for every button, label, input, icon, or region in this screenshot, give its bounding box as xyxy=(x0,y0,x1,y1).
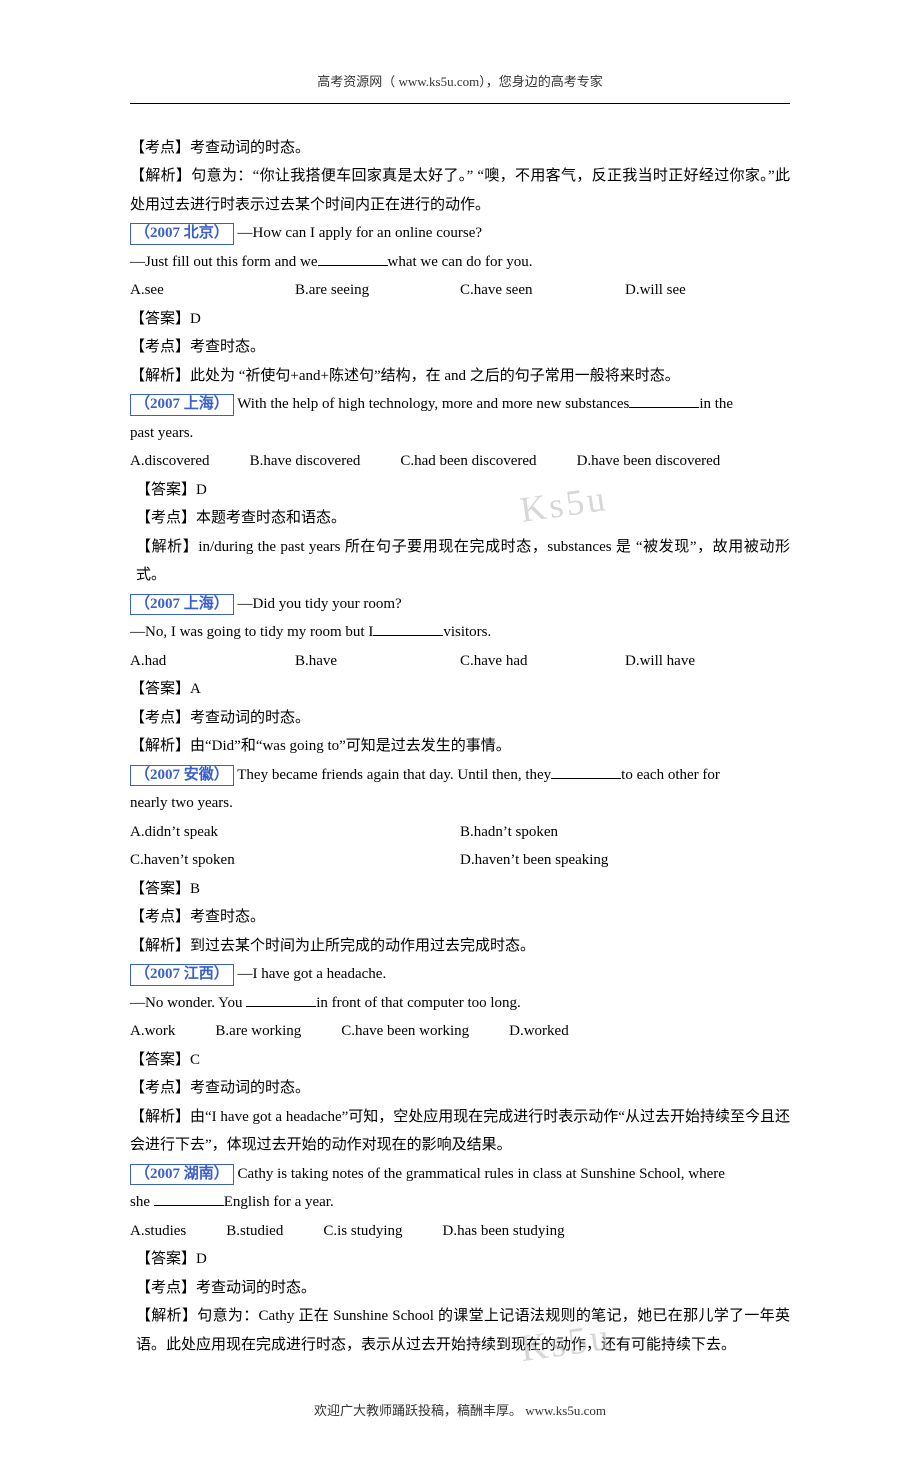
stem-text: —Did you tidy your room? xyxy=(238,596,402,612)
stem-text: Cathy is taking notes of the grammatical… xyxy=(238,1166,725,1182)
jx: 【解析】此处为 “祈使句+and+陈述句”结构，在 and 之后的句子常用一般将… xyxy=(130,362,790,391)
answer: 【答案】C xyxy=(130,1046,790,1075)
choice: D.has been studying xyxy=(443,1217,605,1246)
stem-text: what we can do for you. xyxy=(388,254,533,270)
choices: A.see B.are seeing C.have seen D.will se… xyxy=(130,276,790,305)
page-header: 高考资源网（ www.ks5u.com），您身边的高考专家 xyxy=(130,70,790,95)
q-stem: （2007 上海） With the help of high technolo… xyxy=(130,390,790,419)
choice: D.will see xyxy=(625,276,790,305)
stem-text: —I have got a headache. xyxy=(238,966,387,982)
answer: 【答案】D xyxy=(130,476,790,505)
year-tag: （2007 湖南） xyxy=(130,1164,234,1186)
q-stem-tail: nearly two years. xyxy=(130,789,790,818)
stem-text: —No, I was going to tidy my room but I xyxy=(130,624,373,640)
stem-text: With the help of high technology, more a… xyxy=(237,396,629,412)
choice: C.have seen xyxy=(460,276,625,305)
stem-text: —How can I apply for an online course? xyxy=(238,225,483,241)
answer: 【答案】A xyxy=(130,675,790,704)
choices: A.had B.have C.have had D.will have xyxy=(130,647,790,676)
stem-text: visitors. xyxy=(443,624,491,640)
q-stem: （2007 北京） —How can I apply for an online… xyxy=(130,219,790,248)
choice: B.are working xyxy=(215,1017,341,1046)
q-stem: （2007 湖南） Cathy is taking notes of the g… xyxy=(130,1160,790,1189)
q-stem: （2007 江西） —I have got a headache. xyxy=(130,960,790,989)
stem-text: —No wonder. You xyxy=(130,995,246,1011)
choice: C.had been discovered xyxy=(400,447,576,476)
choice: D.worked xyxy=(509,1017,609,1046)
blank xyxy=(154,1193,224,1207)
kd: 【考点】考查动词的时态。 xyxy=(130,1074,790,1103)
choice: A.didn’t speak xyxy=(130,818,460,847)
answer: 【答案】B xyxy=(130,875,790,904)
year-tag: （2007 北京） xyxy=(130,223,234,245)
choice: C.haven’t spoken xyxy=(130,846,460,875)
choices: A.discovered B.have discovered C.had bee… xyxy=(130,447,790,476)
jx: 【解析】由“Did”和“was going to”可知是过去发生的事情。 xyxy=(130,732,790,761)
choice: B.hadn’t spoken xyxy=(460,818,790,847)
kd: 【考点】考查动词的时态。 xyxy=(130,704,790,733)
stem-text: —Just fill out this form and we xyxy=(130,254,318,270)
choices: A.didn’t speak B.hadn’t spoken C.haven’t… xyxy=(130,818,790,875)
answer: 【答案】D xyxy=(130,1245,790,1274)
q-stem-tail: past years. xyxy=(130,419,790,448)
year-tag: （2007 上海） xyxy=(130,594,234,616)
choice: A.see xyxy=(130,276,295,305)
blank xyxy=(629,395,699,409)
blank xyxy=(318,252,388,266)
choices: A.work B.are working C.have been working… xyxy=(130,1017,790,1046)
blank xyxy=(551,765,621,779)
q-stem2: —No wonder. You in front of that compute… xyxy=(130,989,790,1018)
choice: B.are seeing xyxy=(295,276,460,305)
intro-jx: 【解析】句意为：“你让我搭便车回家真是太好了。” “噢，不用客气，反正我当时正好… xyxy=(130,162,790,219)
stem-text: English for a year. xyxy=(224,1194,334,1210)
choice: D.will have xyxy=(625,647,790,676)
choice: C.have had xyxy=(460,647,625,676)
blank xyxy=(246,993,316,1007)
kd: 【考点】考查时态。 xyxy=(130,903,790,932)
choice: A.work xyxy=(130,1017,215,1046)
q-stem: （2007 上海） —Did you tidy your room? xyxy=(130,590,790,619)
choice: A.studies xyxy=(130,1217,226,1246)
choice: B.have xyxy=(295,647,460,676)
kd: 【考点】考查时态。 xyxy=(130,333,790,362)
stem-text: in front of that computer too long. xyxy=(316,995,521,1011)
stem-text: she xyxy=(130,1194,154,1210)
stem-text: in the xyxy=(699,396,733,412)
choice: C.is studying xyxy=(323,1217,442,1246)
blank xyxy=(373,623,443,637)
choice: D.have been discovered xyxy=(577,447,761,476)
intro-kd: 【考点】考查动词的时态。 xyxy=(130,134,790,163)
year-tag: （2007 江西） xyxy=(130,964,234,986)
choice: B.have discovered xyxy=(250,447,401,476)
answer: 【答案】D xyxy=(130,305,790,334)
choice: D.haven’t been speaking xyxy=(460,846,790,875)
page-footer: 欢迎广大教师踊跃投稿，稿酬丰厚。 www.ks5u.com xyxy=(130,1399,790,1424)
header-rule xyxy=(130,103,790,104)
choice: B.studied xyxy=(226,1217,323,1246)
stem-text: to each other for xyxy=(621,767,720,783)
q-stem2: she English for a year. xyxy=(130,1188,790,1217)
q-stem2: —Just fill out this form and we what we c… xyxy=(130,248,790,277)
q-stem2: —No, I was going to tidy my room but I vi… xyxy=(130,618,790,647)
jx: 【解析】句意为：Cathy 正在 Sunshine School 的课堂上记语法… xyxy=(130,1302,790,1359)
kd: 【考点】本题考查时态和语态。 xyxy=(130,504,790,533)
stem-text: They became friends again that day. Unti… xyxy=(237,767,551,783)
choice: A.discovered xyxy=(130,447,250,476)
q-stem: （2007 安徽） They became friends again that… xyxy=(130,761,790,790)
year-tag: （2007 上海） xyxy=(130,394,234,416)
jx: 【解析】由“I have got a headache”可知，空处应用现在完成进… xyxy=(130,1103,790,1160)
jx: 【解析】到过去某个时间为止所完成的动作用过去完成时态。 xyxy=(130,932,790,961)
jx: 【解析】in/during the past years 所在句子要用现在完成时… xyxy=(130,533,790,590)
choices: A.studies B.studied C.is studying D.has … xyxy=(130,1217,790,1246)
choice: C.have been working xyxy=(341,1017,509,1046)
choice: A.had xyxy=(130,647,295,676)
year-tag: （2007 安徽） xyxy=(130,765,234,787)
kd: 【考点】考查动词的时态。 xyxy=(130,1274,790,1303)
